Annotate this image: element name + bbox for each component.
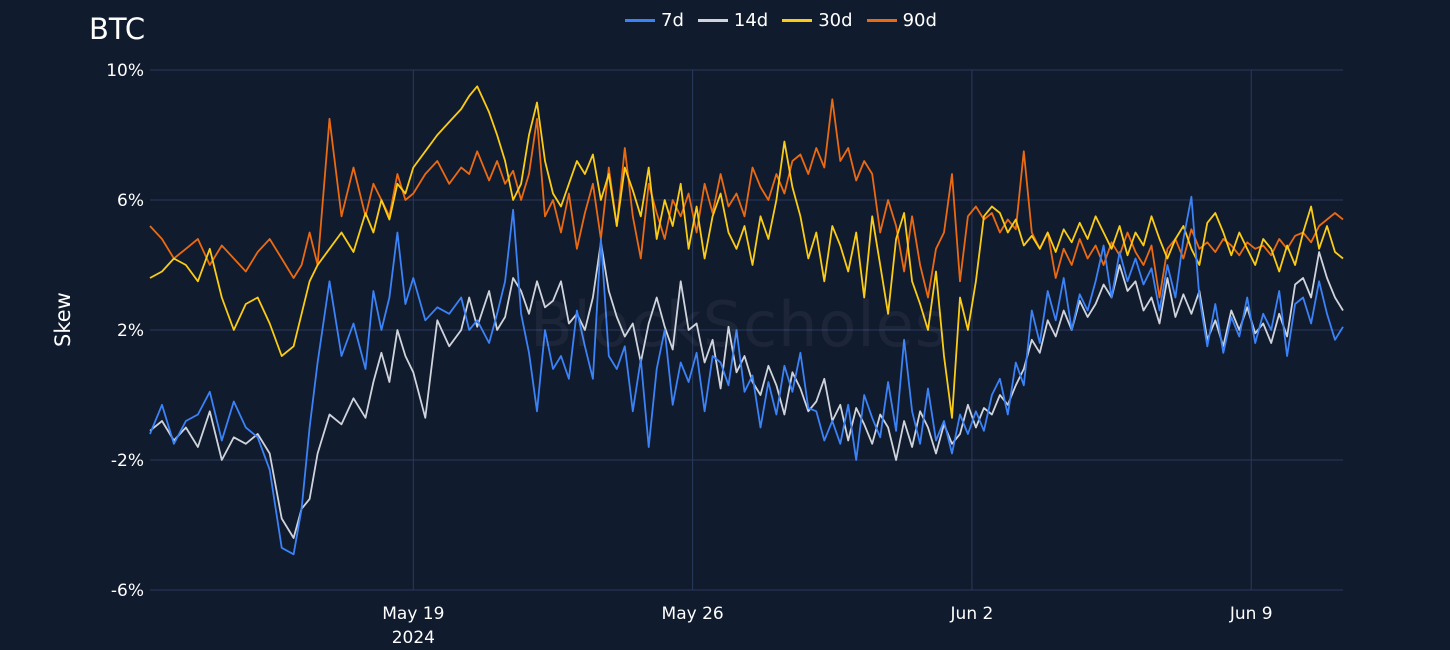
legend: 7d 14d 30d 90d: [625, 8, 937, 32]
legend-swatch: [782, 18, 813, 22]
legend-label: 14d: [733, 9, 769, 31]
y-tick-label: -6%: [111, 581, 144, 601]
y-tick-label: -2%: [111, 451, 144, 471]
y-tick-label: 2%: [117, 321, 144, 341]
legend-swatch: [866, 18, 897, 22]
y-axis-label: Skew: [51, 292, 75, 347]
watermark: BlockScholes: [530, 288, 949, 361]
series-line-7d: [149, 195, 1344, 556]
legend-label: 90d: [902, 9, 937, 31]
legend-swatch: [697, 18, 728, 22]
x-tick-label: Jun 2: [950, 604, 994, 624]
legend-swatch: [625, 18, 655, 22]
chart-title: BTC: [89, 12, 146, 46]
x-tick-label: May 19: [382, 604, 444, 624]
series-line-14d: [149, 241, 1344, 539]
series-line-90d: [149, 98, 1344, 299]
legend-label: 7d: [661, 9, 684, 31]
legend-item-90d[interactable]: 90d: [866, 9, 937, 31]
legend-item-30d[interactable]: 30d: [782, 9, 853, 31]
y-tick-label: 10%: [106, 61, 144, 81]
x-tick-label: Jun 9: [1229, 604, 1273, 624]
legend-item-14d[interactable]: 14d: [697, 9, 769, 31]
x-tick-label: May 26: [662, 604, 724, 624]
series-line-30d: [149, 85, 1344, 419]
legend-label: 30d: [818, 9, 853, 31]
x-tick-sublabel: 2024: [392, 628, 435, 648]
y-tick-label: 6%: [117, 191, 144, 211]
legend-item-7d[interactable]: 7d: [625, 10, 684, 31]
